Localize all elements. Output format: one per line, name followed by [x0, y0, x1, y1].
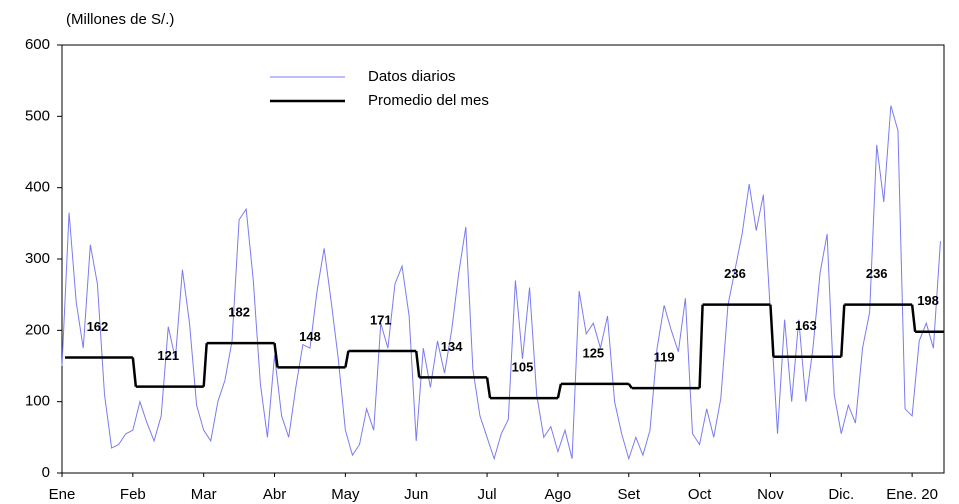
step-connector	[344, 350, 350, 368]
step-connector	[485, 377, 492, 399]
step-connector	[627, 383, 633, 389]
y-tick-label: 100	[25, 393, 50, 410]
x-tick-label: Ago	[545, 486, 572, 503]
data-label: 171	[370, 312, 392, 327]
y-tick-label: 400	[25, 179, 50, 196]
data-label: 134	[441, 339, 463, 354]
step-connector	[202, 343, 208, 387]
data-label: 119	[654, 350, 675, 365]
x-tick-label: Dic.	[828, 486, 854, 503]
step-connector	[698, 304, 704, 389]
step-connector	[840, 304, 846, 357]
data-label: 148	[299, 329, 321, 344]
x-tick-label: Ene	[49, 486, 76, 503]
data-label: 182	[228, 305, 250, 320]
y-tick-label: 500	[25, 107, 50, 124]
x-tick-label: Set	[617, 486, 640, 503]
step-connector	[910, 304, 917, 332]
x-tick-label: May	[331, 486, 360, 503]
daily-line	[61, 105, 941, 461]
x-tick-label: Jun	[404, 486, 428, 503]
data-label: 163	[795, 318, 817, 333]
x-tick-label: Oct	[688, 486, 712, 503]
data-label: 198	[917, 293, 939, 308]
x-tick-label: Feb	[120, 486, 146, 503]
data-label: 125	[582, 345, 604, 360]
x-tick-label: Abr	[263, 486, 286, 503]
x-tick-label: Jul	[477, 486, 496, 503]
step-connector	[556, 383, 563, 399]
step-connector	[414, 350, 421, 378]
legend-label: Datos diarios	[368, 68, 456, 85]
x-tick-label: Ene. 20	[886, 486, 938, 503]
y-axis-label: (Millones de S/.)	[66, 11, 174, 28]
step-connector	[131, 357, 138, 387]
x-tick-label: Nov	[757, 486, 784, 503]
plot-area	[61, 44, 945, 474]
data-label: 105	[512, 360, 534, 375]
legend-label: Promedio del mes	[368, 92, 489, 109]
step-connector	[769, 304, 775, 357]
data-label: 121	[157, 348, 179, 363]
y-tick-label: 600	[25, 36, 50, 53]
data-label: 162	[87, 319, 109, 334]
step-connector	[273, 343, 279, 368]
data-label: 236	[866, 266, 888, 281]
data-label: 236	[724, 266, 746, 281]
y-tick-label: 300	[25, 250, 50, 267]
x-tick-label: Mar	[191, 486, 217, 503]
y-tick-label: 200	[25, 321, 50, 338]
y-tick-label: 0	[42, 464, 50, 481]
